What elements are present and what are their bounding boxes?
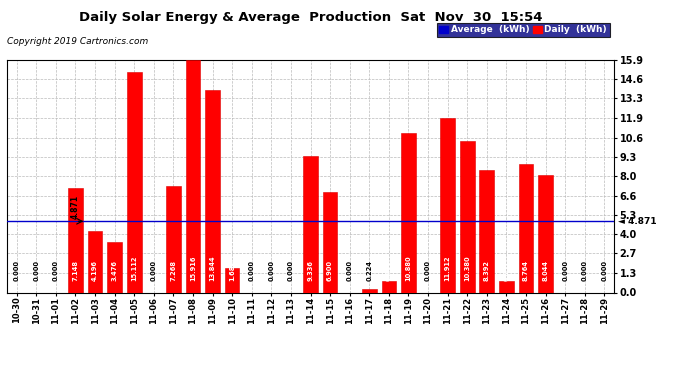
Bar <box>362 289 377 292</box>
Text: 15.112: 15.112 <box>131 255 137 281</box>
Bar <box>401 134 416 292</box>
Text: 8.392: 8.392 <box>484 260 490 281</box>
Text: 4.871: 4.871 <box>71 195 80 219</box>
Bar <box>499 281 514 292</box>
Bar <box>107 242 122 292</box>
Text: 0.000: 0.000 <box>562 260 568 281</box>
Legend: Average  (kWh), Daily  (kWh): Average (kWh), Daily (kWh) <box>437 22 609 37</box>
Text: Copyright 2019 Cartronics.com: Copyright 2019 Cartronics.com <box>7 38 148 46</box>
Text: 7.268: 7.268 <box>170 260 177 281</box>
Text: 0.000: 0.000 <box>425 260 431 281</box>
Text: 13.844: 13.844 <box>210 255 215 281</box>
Bar <box>303 156 318 292</box>
Text: 0.000: 0.000 <box>33 260 39 281</box>
Text: 0.000: 0.000 <box>268 260 275 281</box>
Bar <box>127 72 141 292</box>
Text: 0.000: 0.000 <box>248 260 255 281</box>
Bar <box>538 175 553 292</box>
Text: 11.912: 11.912 <box>444 255 451 281</box>
Text: 0.000: 0.000 <box>582 260 588 281</box>
Text: 8.044: 8.044 <box>542 260 549 281</box>
Text: 0.000: 0.000 <box>601 260 607 281</box>
Bar <box>88 231 102 292</box>
Text: 4.196: 4.196 <box>92 260 98 281</box>
Text: 3.476: 3.476 <box>112 260 117 281</box>
Text: 0.792: 0.792 <box>504 260 509 281</box>
Bar <box>480 170 494 292</box>
Text: 0.000: 0.000 <box>151 260 157 281</box>
Text: 1.680: 1.680 <box>229 260 235 281</box>
Bar <box>382 281 396 292</box>
Text: 8.764: 8.764 <box>523 260 529 281</box>
Text: 6.900: 6.900 <box>327 260 333 281</box>
Bar <box>205 90 220 292</box>
Text: 0.000: 0.000 <box>346 260 353 281</box>
Bar <box>166 186 181 292</box>
Text: 0.760: 0.760 <box>386 260 392 281</box>
Bar <box>225 268 239 292</box>
Bar <box>323 192 337 292</box>
Text: 7.148: 7.148 <box>72 260 79 281</box>
Text: 9.336: 9.336 <box>308 260 313 281</box>
Text: 15.916: 15.916 <box>190 255 196 281</box>
Text: ◄ 4.871: ◄ 4.871 <box>618 217 656 226</box>
Bar <box>519 164 533 292</box>
Bar <box>68 188 83 292</box>
Text: Daily Solar Energy & Average  Production  Sat  Nov  30  15:54: Daily Solar Energy & Average Production … <box>79 11 542 24</box>
Text: 0.000: 0.000 <box>53 260 59 281</box>
Text: 10.380: 10.380 <box>464 255 470 281</box>
Bar <box>460 141 475 292</box>
Bar <box>440 118 455 292</box>
Text: 0.224: 0.224 <box>366 260 373 281</box>
Bar <box>186 60 200 292</box>
Text: 0.000: 0.000 <box>288 260 294 281</box>
Text: 0.000: 0.000 <box>14 260 20 281</box>
Text: 10.880: 10.880 <box>406 255 411 281</box>
